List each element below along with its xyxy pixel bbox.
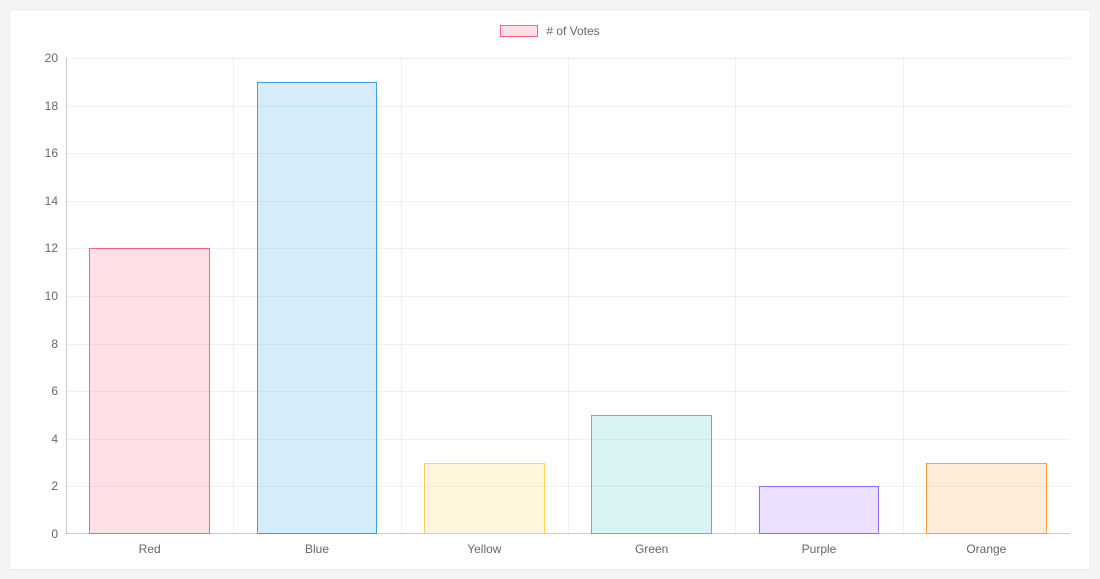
y-tick-label: 6	[28, 384, 58, 398]
y-tick-label: 12	[28, 241, 58, 255]
bar[interactable]	[89, 248, 209, 534]
x-tick-label: Purple	[802, 542, 837, 556]
y-tick-label: 14	[28, 194, 58, 208]
y-tick-label: 2	[28, 479, 58, 493]
bar[interactable]	[926, 463, 1046, 534]
legend: # of Votes	[10, 24, 1090, 42]
x-tick-label: Yellow	[467, 542, 501, 556]
grid-line-v	[401, 58, 402, 534]
y-tick-label: 16	[28, 146, 58, 160]
bar[interactable]	[591, 415, 711, 534]
legend-swatch	[500, 25, 538, 37]
grid-line-v	[568, 58, 569, 534]
plot-area: 02468101214161820RedBlueYellowGreenPurpl…	[66, 58, 1070, 534]
chart-frame: # of Votes 02468101214161820RedBlueYello…	[10, 10, 1090, 569]
y-tick-label: 4	[28, 432, 58, 446]
y-tick-label: 0	[28, 527, 58, 541]
y-tick-label: 10	[28, 289, 58, 303]
legend-item[interactable]: # of Votes	[500, 24, 599, 38]
y-tick-label: 18	[28, 99, 58, 113]
y-tick-label: 8	[28, 337, 58, 351]
x-tick-label: Orange	[966, 542, 1006, 556]
legend-label: # of Votes	[546, 24, 599, 38]
bar[interactable]	[424, 463, 544, 534]
bar[interactable]	[759, 486, 879, 534]
x-tick-label: Blue	[305, 542, 329, 556]
bar[interactable]	[257, 82, 377, 534]
y-tick-label: 20	[28, 51, 58, 65]
grid-line-v	[233, 58, 234, 534]
grid-line-v	[735, 58, 736, 534]
x-tick-label: Red	[139, 542, 161, 556]
x-tick-label: Green	[635, 542, 668, 556]
grid-line-v	[903, 58, 904, 534]
